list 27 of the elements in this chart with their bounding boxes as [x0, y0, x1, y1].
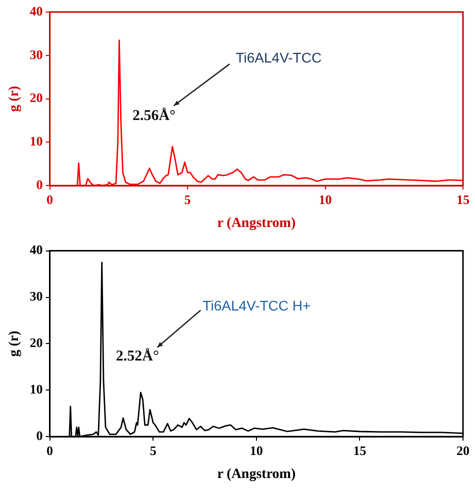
x-tick-label: 5: [184, 192, 192, 207]
x-axis-title: r (Angstrom): [217, 467, 296, 482]
y-tick-label: 30: [30, 288, 43, 304]
y-axis-title: g (r): [7, 85, 22, 112]
x-tick-label: 5: [150, 442, 157, 458]
annotation: 2.52Å°: [116, 348, 160, 365]
annotation: Ti6AL4V-TCC: [236, 50, 322, 66]
x-tick-label: 15: [456, 192, 470, 207]
x-tick-label: 10: [250, 442, 263, 458]
x-tick-label: 0: [46, 442, 54, 458]
y-tick-label: 40: [30, 3, 43, 18]
y-tick-label: 10: [30, 382, 43, 397]
y-tick-label: 0: [36, 176, 43, 192]
x-tick-label: 0: [46, 192, 54, 207]
y-tick-label: 0: [36, 428, 43, 443]
y-axis-title: g (r): [7, 330, 22, 357]
x-axis-title: r (Angstrom): [217, 216, 296, 232]
x-tick-label: 20: [456, 442, 470, 458]
annotation: Ti6AL4V-TCC H+: [202, 297, 311, 314]
y-tick-label: 20: [30, 335, 43, 350]
y-tick-label: 20: [30, 90, 43, 106]
y-tick-label: 10: [30, 134, 43, 149]
x-tick-label: 10: [318, 192, 332, 207]
annotation: 2.56Å°: [132, 107, 176, 124]
y-tick-label: 40: [30, 242, 43, 258]
x-tick-label: 15: [353, 442, 367, 458]
y-tick-label: 30: [30, 46, 43, 62]
